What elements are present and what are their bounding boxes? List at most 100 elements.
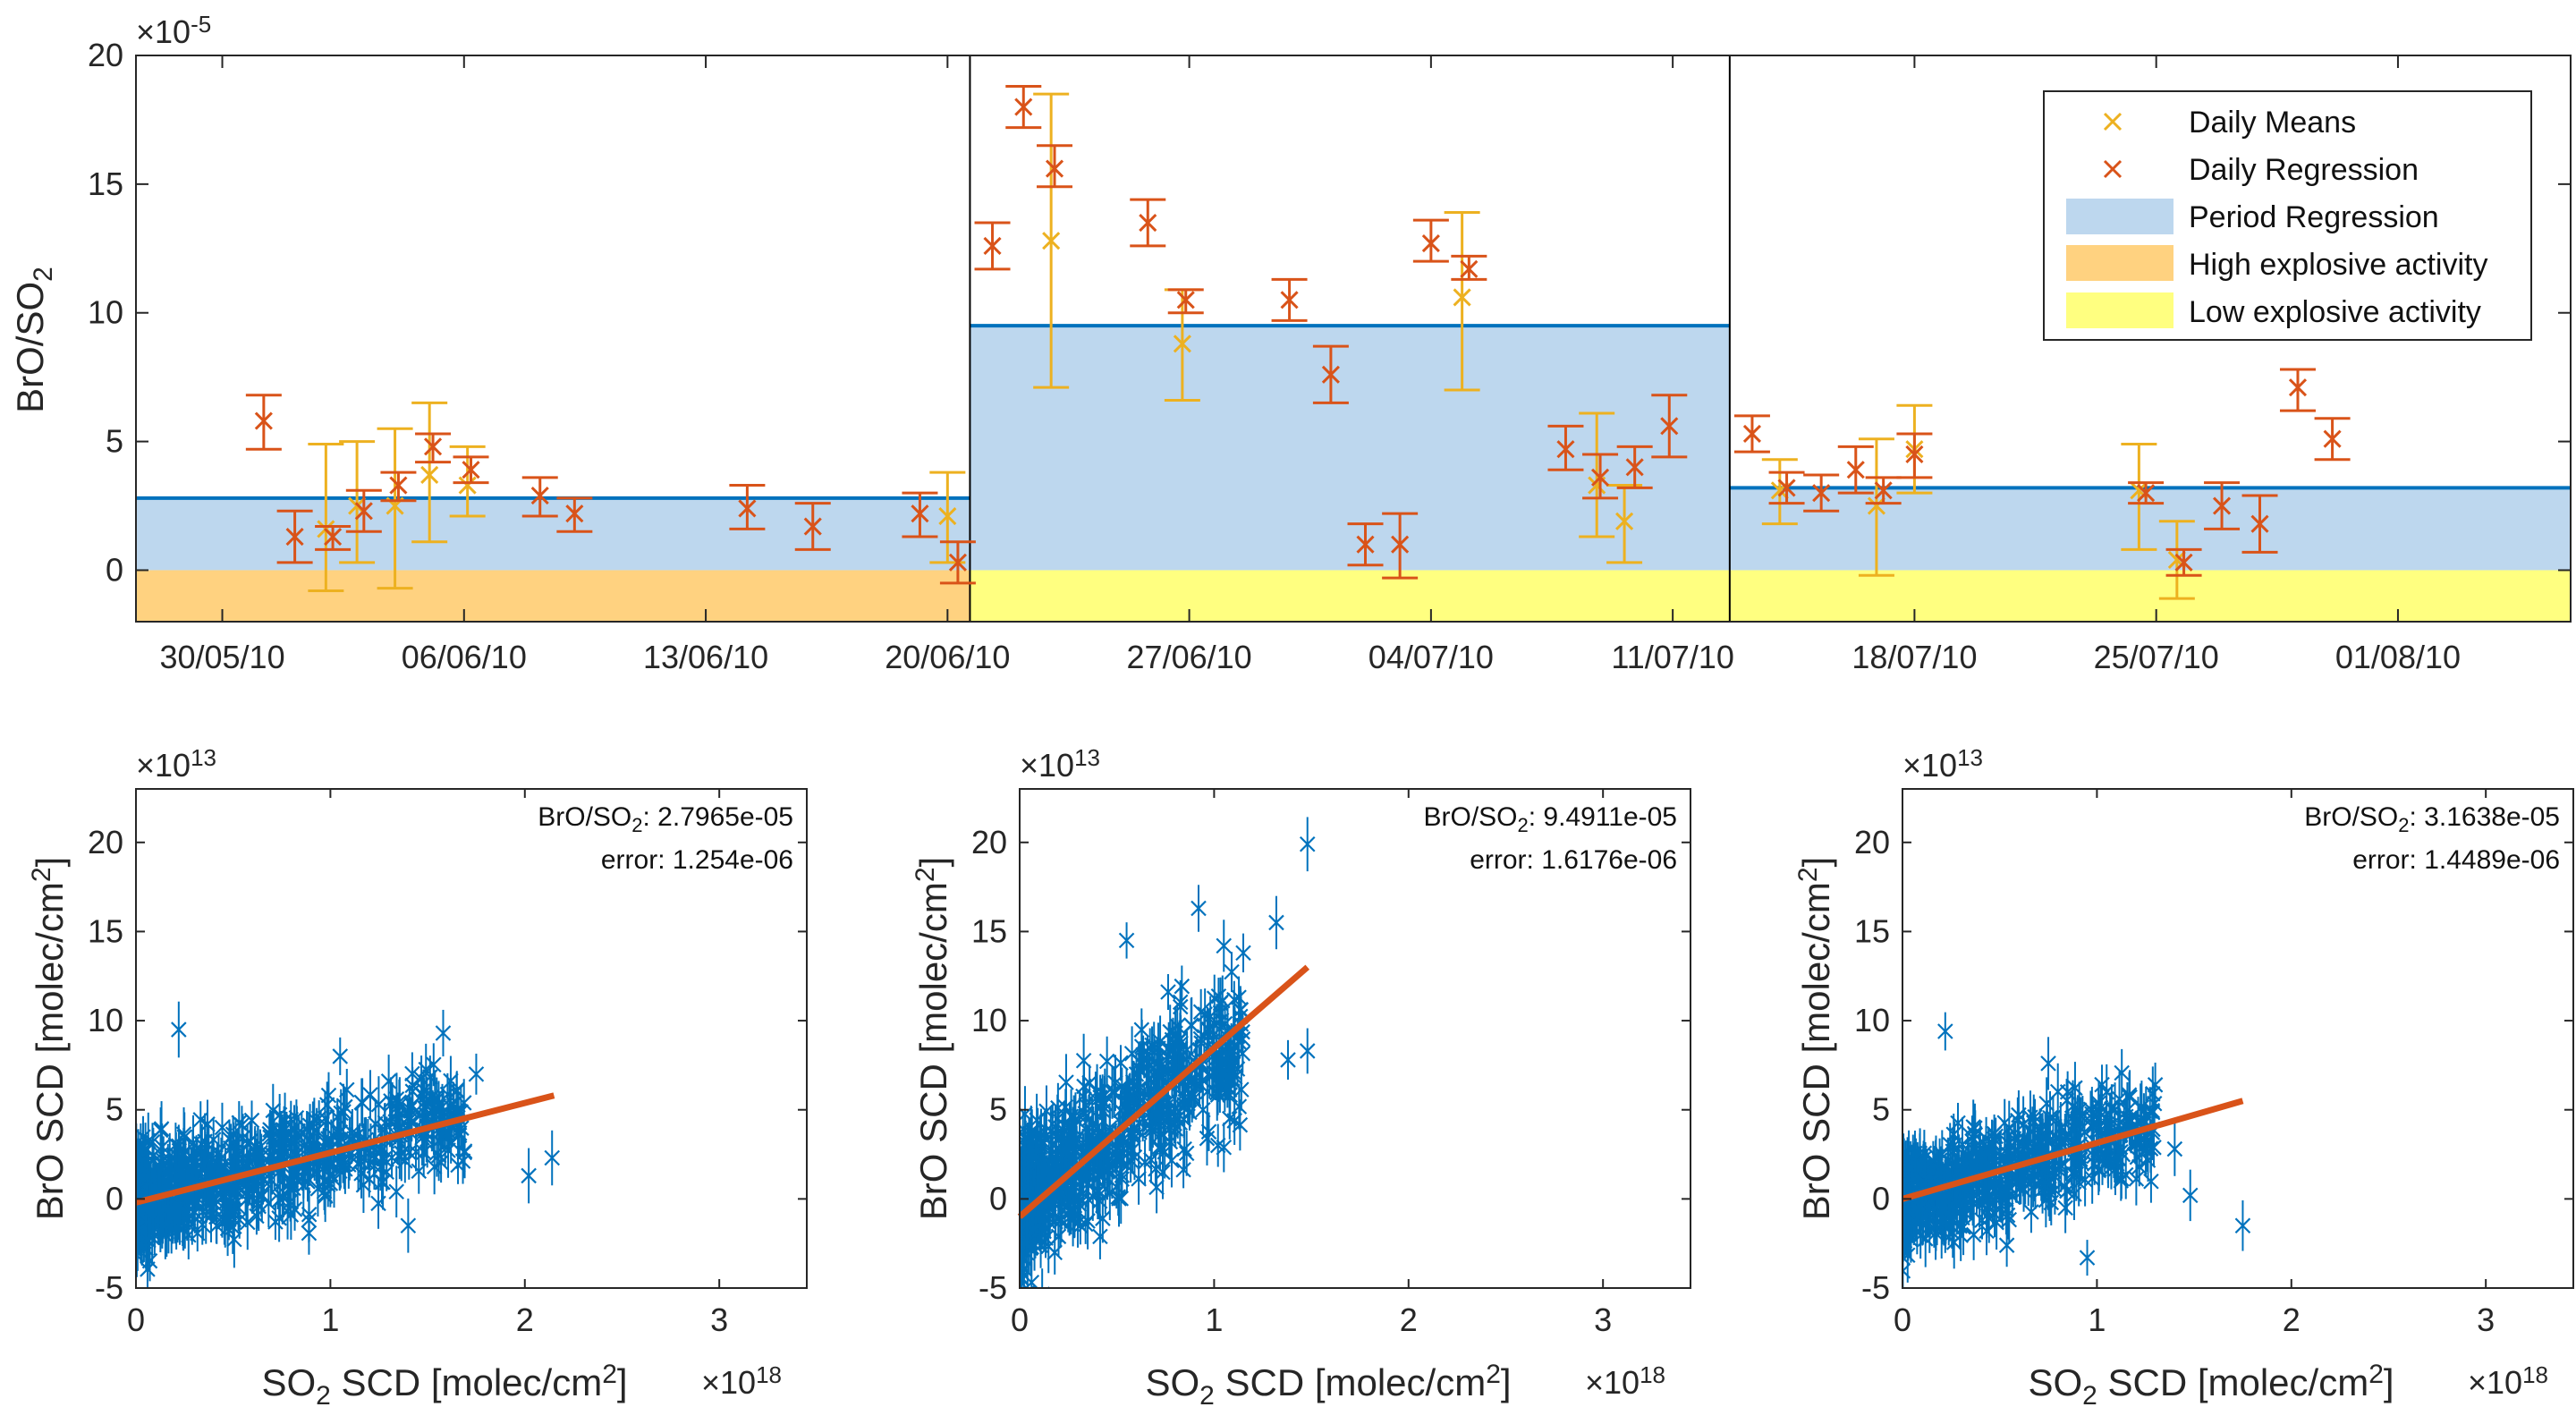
measurement-point xyxy=(174,1138,191,1192)
y-tick-label: 5 xyxy=(106,1091,123,1128)
regression-fit-line xyxy=(1017,964,1310,1219)
measurement-marker xyxy=(285,1180,301,1197)
measurement-point xyxy=(165,1187,182,1244)
measurement-marker xyxy=(1020,1232,1035,1248)
measurement-marker xyxy=(1222,1110,1238,1127)
measurement-marker xyxy=(1175,1161,1191,1178)
measurement-point xyxy=(1118,922,1135,959)
measurement-marker xyxy=(320,1087,337,1104)
measurement-marker xyxy=(152,1122,169,1139)
measurement-marker xyxy=(239,1135,256,1152)
measurement-marker xyxy=(165,1208,182,1224)
daily-regression-marker xyxy=(389,476,408,495)
daily-regression-marker xyxy=(1660,417,1679,436)
x-tick-label: 2 xyxy=(516,1301,534,1338)
daily-regression-point xyxy=(2204,481,2241,530)
measurement-marker xyxy=(521,1167,537,1184)
daily-regression-point xyxy=(2128,481,2165,505)
x-tick-label: 1 xyxy=(321,1301,339,1338)
measurement-point xyxy=(1208,1045,1224,1101)
measurement-marker xyxy=(1020,1250,1031,1266)
measurement-point xyxy=(1121,1080,1138,1116)
measurement-marker xyxy=(317,1110,334,1127)
measurement-point xyxy=(362,1070,378,1120)
daily-regression-marker xyxy=(1846,461,1865,479)
measurement-marker xyxy=(336,1156,352,1173)
measurement-point xyxy=(1020,1213,1035,1267)
measurement-point xyxy=(221,1190,238,1236)
measurement-marker xyxy=(1118,932,1135,949)
measurement-point xyxy=(423,1074,440,1121)
measurement-marker xyxy=(337,1098,353,1115)
daily-mean-point xyxy=(1858,437,1894,577)
daily-regression-point xyxy=(1768,470,1805,505)
timeseries-x-ticks: 30/05/10 06/06/10 13/06/10 20/06/10 27/06/10… xyxy=(159,55,2461,675)
x-tick-label: 0 xyxy=(127,1301,145,1338)
measurement-point xyxy=(310,1100,327,1137)
daily-mean-point xyxy=(1444,211,1480,392)
measurement-point xyxy=(1162,1121,1179,1163)
legend-daily-means-marker xyxy=(2103,112,2123,131)
measurement-marker xyxy=(1148,1063,1165,1080)
measurement-point xyxy=(1194,1055,1211,1105)
legend-low-explosive-swatch xyxy=(2066,292,2174,328)
daily-regression-point xyxy=(1837,445,1874,495)
measurement-marker xyxy=(400,1217,417,1234)
measurement-point xyxy=(225,1122,242,1164)
daily-regression-marker xyxy=(1139,213,1157,233)
measurement-point xyxy=(271,1194,287,1242)
measurement-marker xyxy=(415,1144,432,1160)
measurement-point xyxy=(1148,1047,1165,1095)
measurement-marker xyxy=(1231,1033,1247,1050)
daily-regression-point xyxy=(1803,473,1840,513)
measurement-marker xyxy=(1183,1086,1200,1102)
daily-regression-marker xyxy=(1812,484,1831,503)
legend-high-explosive: High explosive activity xyxy=(2066,245,2487,282)
measurement-point xyxy=(521,1148,537,1204)
measurement-point xyxy=(1053,1196,1070,1243)
measurement-point xyxy=(456,1123,473,1179)
measurement-point xyxy=(1175,1100,1192,1139)
measurement-marker xyxy=(174,1157,191,1174)
measurement-point xyxy=(1965,1209,1982,1260)
daily-regression-marker xyxy=(1625,458,1644,477)
measurement-point xyxy=(144,1123,161,1162)
period-regression-band xyxy=(136,497,970,571)
daily-mean-point xyxy=(2121,442,2157,551)
ratio-annotation: BrO/SO2: 9.4911e-05 xyxy=(1423,802,1677,836)
measurement-marker xyxy=(1226,991,1242,1008)
axes-box xyxy=(1019,788,1691,1289)
regression-fit-line xyxy=(135,1092,555,1206)
measurement-marker xyxy=(1299,1043,1316,1059)
daily-regression-marker xyxy=(1777,479,1796,497)
measurement-marker xyxy=(1208,1014,1225,1031)
measurement-marker xyxy=(1020,1182,1030,1199)
daily-regression-marker xyxy=(1590,468,1610,487)
measurement-marker xyxy=(1033,1127,1049,1143)
daily-regression-marker xyxy=(1321,365,1340,384)
measurement-marker xyxy=(468,1066,485,1082)
measurement-point xyxy=(1299,1028,1316,1074)
x-exponent: ×1018 xyxy=(1585,1361,1665,1401)
daily-regression-marker xyxy=(1391,535,1410,554)
x-tick-label: 01/08/10 xyxy=(2335,639,2461,675)
measurement-point xyxy=(1075,1033,1092,1088)
measurement-marker xyxy=(1965,1226,1982,1243)
measurement-marker xyxy=(240,1214,256,1231)
x-axis-label: SO2 SCD [molec/cm2] xyxy=(1145,1360,1511,1411)
measurement-marker xyxy=(1055,1123,1072,1139)
timeseries-axes-box xyxy=(135,55,2572,623)
daily-regression-marker xyxy=(1176,291,1195,309)
measurement-marker xyxy=(1164,1031,1181,1048)
error-annotation: error: 1.254e-06 xyxy=(601,845,793,875)
measurement-point xyxy=(1235,933,1251,973)
measurement-marker xyxy=(384,1149,400,1165)
measurement-marker xyxy=(1155,1164,1171,1181)
measurement-marker xyxy=(1088,1090,1104,1107)
timeseries-chart: 0 5 10 15 20 30/05/10 06/06/10 13/06/10 20/06/1… xyxy=(9,11,2572,675)
measurement-marker xyxy=(221,1205,238,1222)
measurement-point xyxy=(1037,1148,1054,1196)
legend-high-explosive-label: High explosive activity xyxy=(2189,248,2487,282)
measurement-marker xyxy=(1160,984,1176,1000)
measurement-marker xyxy=(1216,1139,1233,1156)
